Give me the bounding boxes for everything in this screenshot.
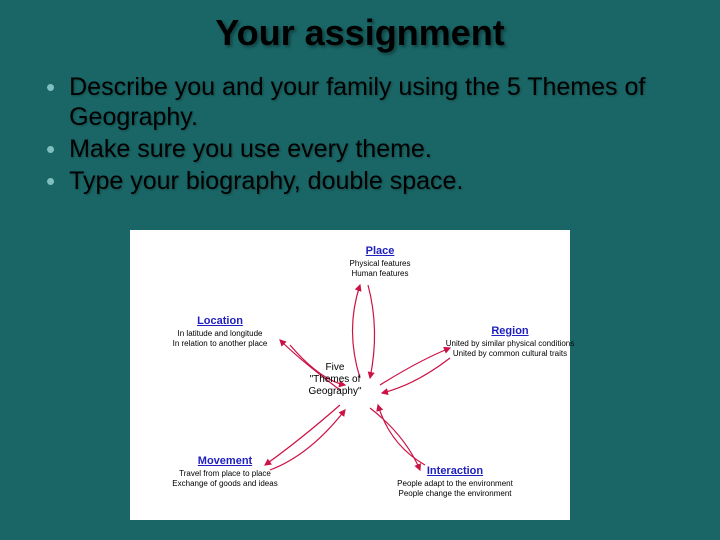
bullet-list: • Describe you and your family using the… (0, 54, 720, 196)
bullet-text: Type your biography, double space. (69, 166, 463, 196)
diagram-node-place: PlacePhysical featuresHuman features (325, 245, 435, 279)
diagram-node-interaction: InteractionPeople adapt to the environme… (370, 465, 540, 499)
slide-title: Your assignment (0, 0, 720, 54)
bullet-icon: • (46, 134, 55, 164)
list-item: • Make sure you use every theme. (40, 134, 680, 164)
diagram-node-movement: MovementTravel from place to placeExchan… (150, 455, 300, 489)
diagram-node-region: RegionUnited by similar physical conditi… (430, 325, 590, 359)
five-themes-diagram: Five"Themes ofGeography" PlacePhysical fe… (130, 230, 570, 520)
list-item: • Describe you and your family using the… (40, 72, 680, 132)
bullet-text: Describe you and your family using the 5… (69, 72, 680, 132)
diagram-node-location: LocationIn latitude and longitudeIn rela… (150, 315, 290, 349)
bullet-text: Make sure you use every theme. (69, 134, 432, 164)
list-item: • Type your biography, double space. (40, 166, 680, 196)
diagram-center: Five"Themes ofGeography" (300, 362, 370, 398)
bullet-icon: • (46, 166, 55, 196)
bullet-icon: • (46, 72, 55, 102)
